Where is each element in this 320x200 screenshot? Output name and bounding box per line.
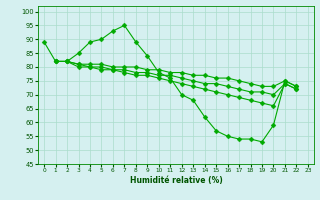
X-axis label: Humidité relative (%): Humidité relative (%) — [130, 176, 222, 185]
